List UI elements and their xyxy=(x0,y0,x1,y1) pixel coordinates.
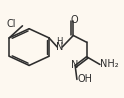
Text: N: N xyxy=(71,60,78,70)
Text: N: N xyxy=(56,42,63,52)
Text: H: H xyxy=(56,37,63,46)
Text: Cl: Cl xyxy=(7,19,16,29)
Text: NH₂: NH₂ xyxy=(100,59,119,69)
Text: OH: OH xyxy=(78,74,93,84)
Text: O: O xyxy=(70,15,78,25)
